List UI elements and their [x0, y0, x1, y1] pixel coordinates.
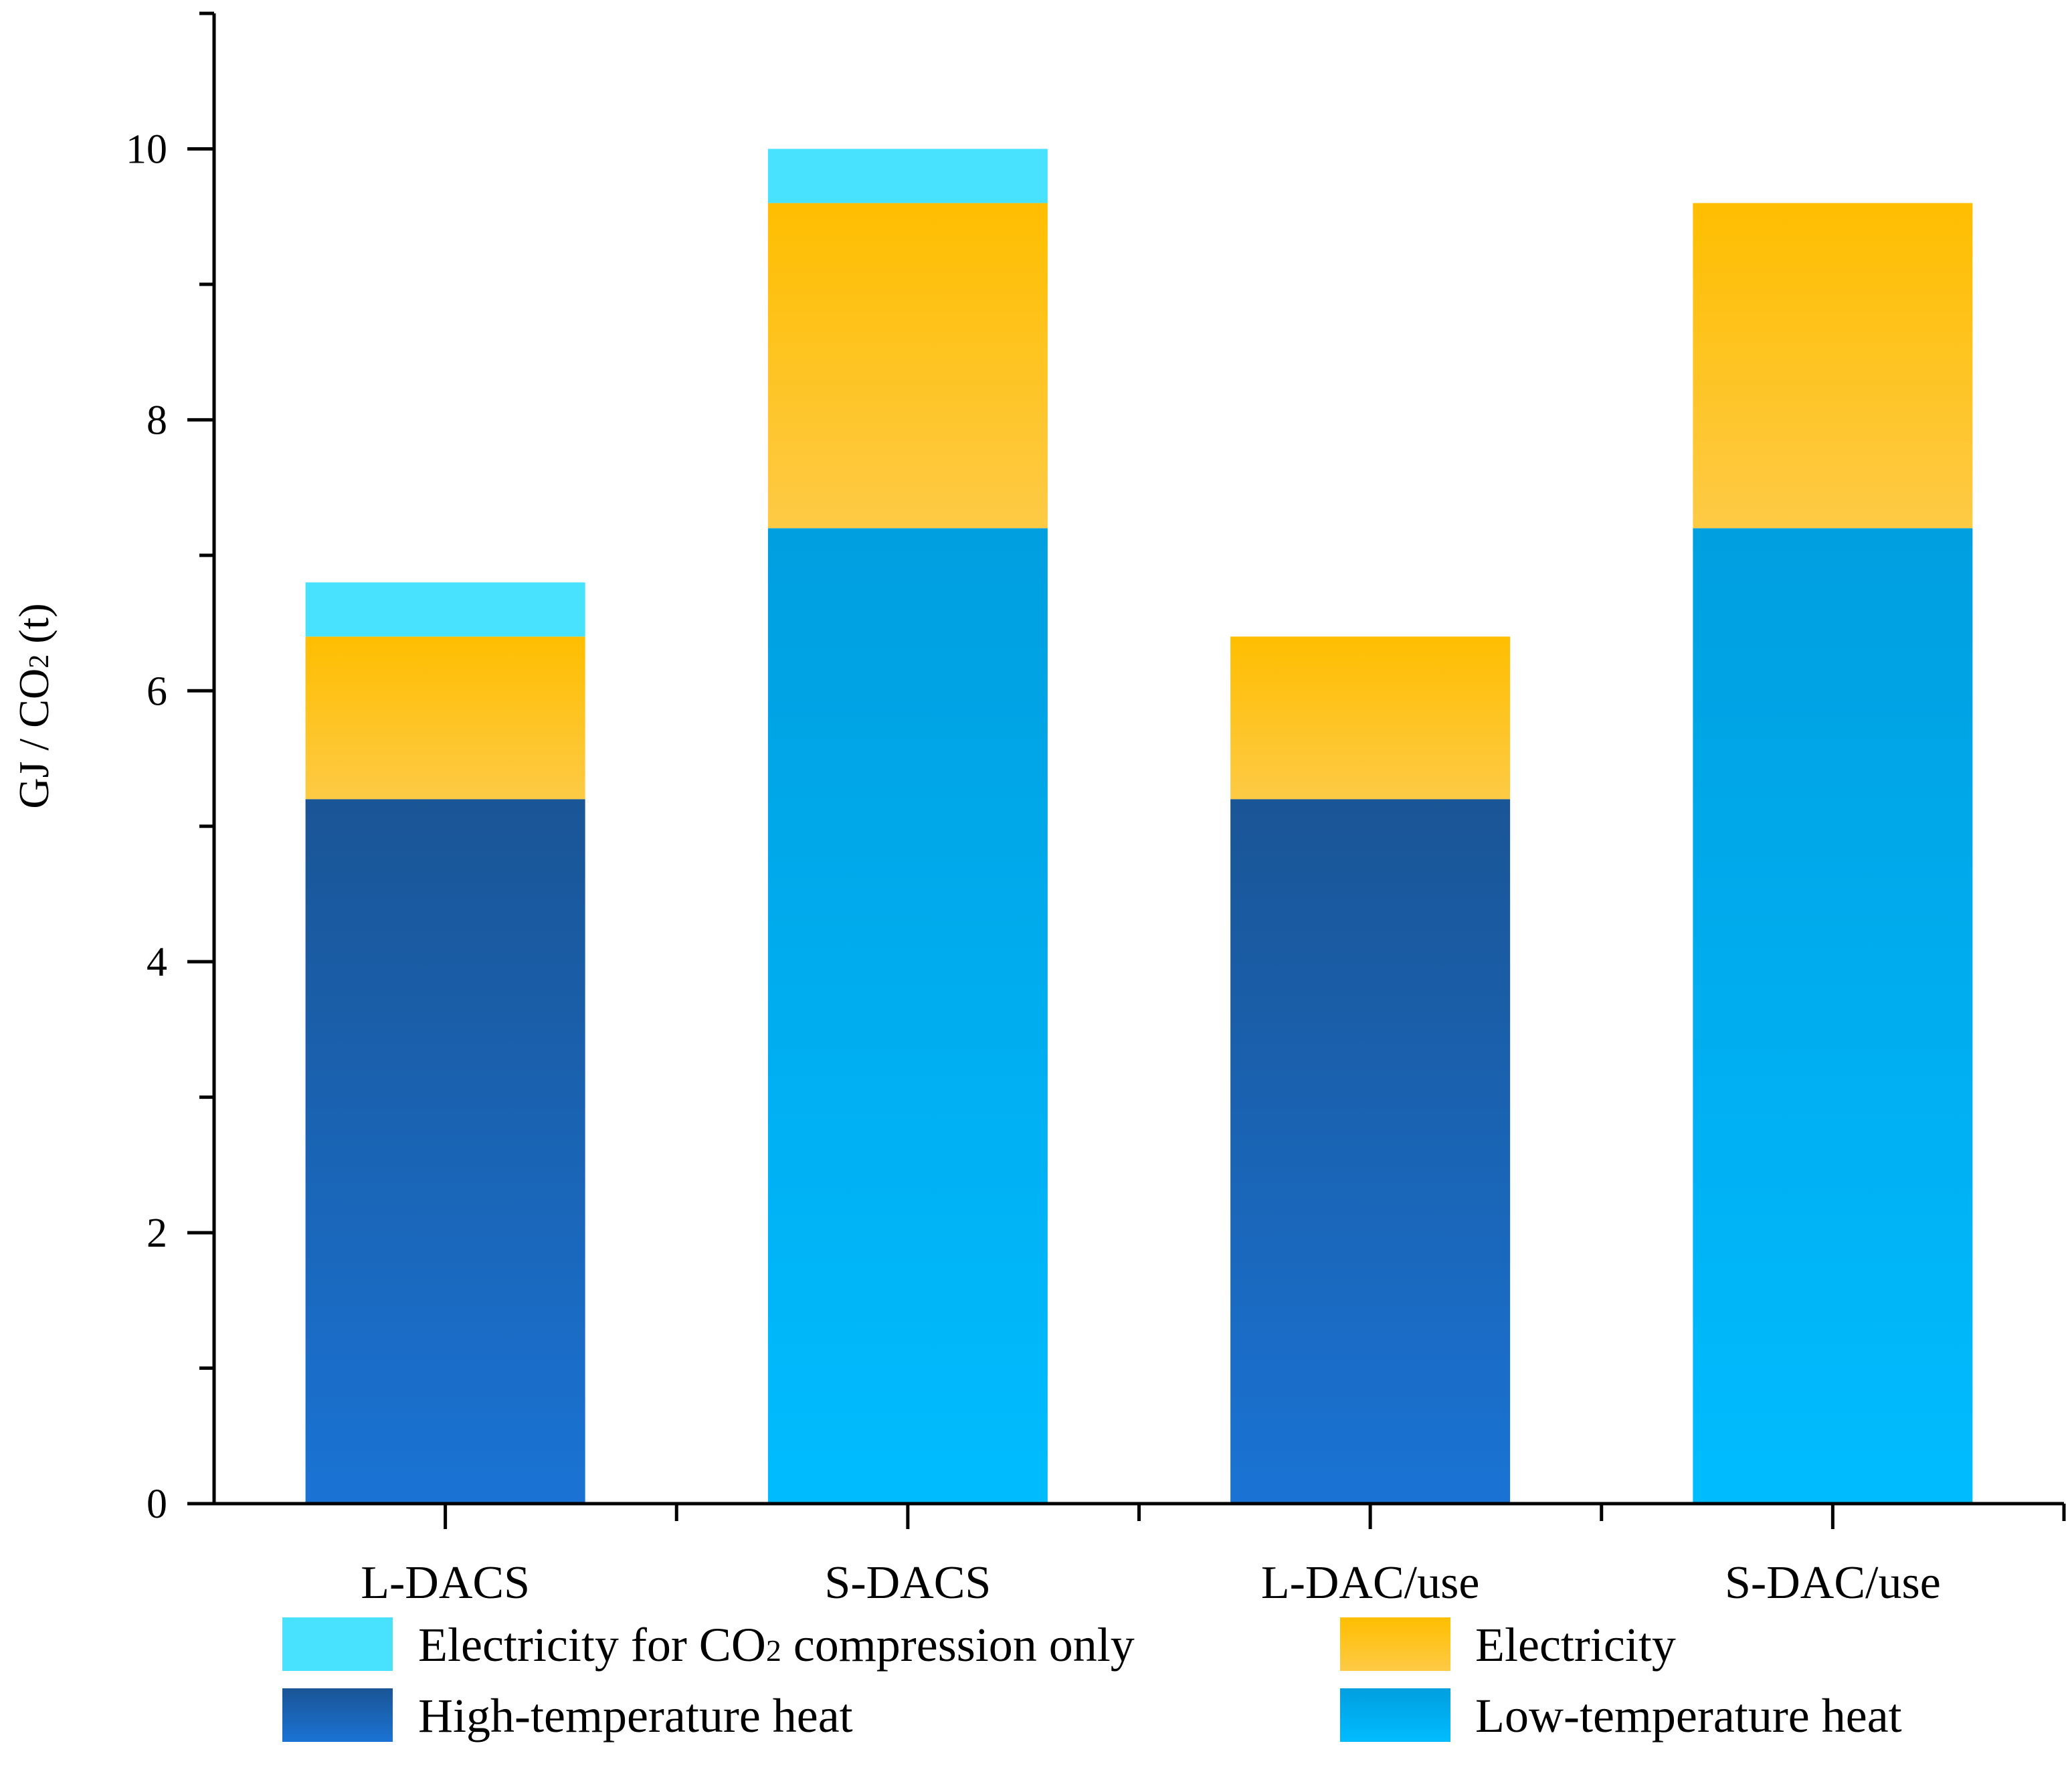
y-tick-label: 4	[147, 940, 167, 985]
legend-label-compression: Electricity for CO2 compression only	[418, 1618, 1135, 1672]
legend-label-high_temp_heat: High-temperature heat	[418, 1689, 853, 1743]
bar-high_temp_heat-l-dacs	[305, 799, 585, 1504]
y-tick-label: 8	[147, 397, 167, 443]
legend-swatch-high_temp_heat	[282, 1688, 393, 1742]
x-category-label: L-DACS	[361, 1557, 530, 1609]
legend: Electricity for CO2 compression only Elec…	[282, 1617, 1902, 1743]
bar-high_temp_heat-l-dac-use	[1230, 799, 1511, 1504]
legend-swatch-electricity	[1340, 1617, 1450, 1671]
bar-electricity-s-dacs	[767, 203, 1048, 529]
bar-low_temp_heat-s-dac-use	[1693, 528, 1973, 1504]
y-tick-label: 10	[126, 126, 167, 172]
bar-electricity-l-dac-use	[1230, 636, 1511, 800]
legend-swatch-compression	[282, 1617, 393, 1671]
x-category-label: S-DAC/use	[1725, 1557, 1941, 1609]
category-labels-layer: L-DACS S-DACS L-DAC/use S-DAC/use	[361, 1557, 1941, 1609]
y-axis-title-layer: GJ / CO2 (t)	[10, 603, 58, 808]
bar-electricity-l-dacs	[305, 636, 585, 800]
legend-label-low_temp_heat: Low-temperature heat	[1475, 1689, 1902, 1743]
x-category-label: S-DACS	[824, 1557, 991, 1609]
bar-compression-s-dacs	[767, 149, 1048, 203]
y-ticks-layer: 0 2 4 6 8 10	[126, 11, 2066, 1529]
bar-compression-l-dacs	[305, 582, 585, 637]
bar-electricity-s-dac-use	[1693, 203, 1973, 529]
y-axis-title: GJ / CO2 (t)	[10, 603, 58, 808]
y-tick-label: 0	[147, 1482, 167, 1527]
bar-low_temp_heat-s-dacs	[767, 528, 1048, 1504]
x-category-label: L-DAC/use	[1261, 1557, 1480, 1609]
y-tick-label: 2	[147, 1211, 167, 1256]
legend-label-electricity: Electricity	[1475, 1618, 1676, 1672]
y-tick-label: 6	[147, 669, 167, 714]
legend-swatch-low_temp_heat	[1340, 1688, 1450, 1742]
bars-layer	[305, 149, 1973, 1504]
